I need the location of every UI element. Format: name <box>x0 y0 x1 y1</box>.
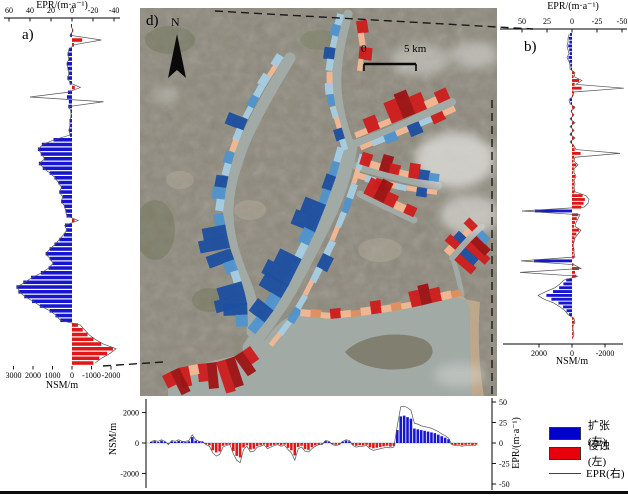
panel-b-chart: 50 25 0 -25 -50 2000 0 -2000 <box>500 17 627 358</box>
svg-text:0: 0 <box>570 349 574 358</box>
legend-item-expansion: 扩张(左) <box>549 420 628 448</box>
svg-text:0: 0 <box>135 439 139 448</box>
map-panel-label: d) <box>146 13 159 29</box>
svg-text:40: 40 <box>26 6 34 15</box>
legend-expansion-label: 扩张(左) <box>587 420 610 448</box>
svg-text:50: 50 <box>499 398 507 407</box>
svg-text:-50: -50 <box>617 17 628 26</box>
svg-text:-40: -40 <box>109 6 120 15</box>
scalebar <box>363 62 417 71</box>
svg-text:2000: 2000 <box>123 409 139 418</box>
panel-b-nsm-label: NSM/m <box>555 356 589 367</box>
panel-a-label: a) <box>22 27 34 43</box>
panel-b-label: b) <box>524 39 537 55</box>
svg-text:-2000: -2000 <box>120 469 139 478</box>
svg-text:60: 60 <box>5 6 13 15</box>
svg-text:-25: -25 <box>499 460 510 469</box>
map-water <box>168 9 485 396</box>
epr-line-swatch <box>549 472 581 474</box>
svg-text:20: 20 <box>47 6 55 15</box>
figure-bottom-rule <box>0 491 628 495</box>
north-label: N <box>171 15 180 29</box>
svg-text:2000: 2000 <box>531 349 547 358</box>
scalebar-start-label: 0 <box>361 43 367 55</box>
leader-dashed-lines <box>102 10 534 396</box>
svg-text:-1000: -1000 <box>82 371 101 380</box>
svg-text:0: 0 <box>570 17 574 26</box>
legend-item-epr: EPR(右) <box>549 463 628 483</box>
bay-water <box>168 296 472 396</box>
legend-epr-label: EPR(右) <box>586 468 625 480</box>
scalebar-end-label: 5 km <box>404 43 427 55</box>
svg-text:2000: 2000 <box>25 371 41 380</box>
svg-text:50: 50 <box>518 17 526 26</box>
svg-text:3000: 3000 <box>6 371 22 380</box>
svg-text:1000: 1000 <box>45 371 61 380</box>
panel-bottom-chart: 2000 0 -2000 50 25 0 -25 -50 <box>120 398 510 490</box>
legend: 扩张(左) 侵蚀(左) EPR(右) <box>549 420 628 483</box>
panel-b-epr-title: EPR/(m·a⁻¹) <box>547 1 599 12</box>
expansion-swatch <box>549 426 581 440</box>
panel-bottom-nsm-label: NSM/m <box>108 422 119 456</box>
legend-item-erosion: 侵蚀(左) <box>549 440 628 468</box>
svg-text:-2000: -2000 <box>102 371 121 380</box>
svg-text:0: 0 <box>70 371 74 380</box>
bay-island <box>345 334 433 370</box>
panel-bottom-epr-label: EPR/(m·a⁻¹) <box>511 417 522 469</box>
north-arrow-icon <box>168 34 186 78</box>
svg-text:25: 25 <box>543 17 551 26</box>
satellite-map <box>140 8 497 396</box>
svg-text:0: 0 <box>70 6 74 15</box>
svg-text:-25: -25 <box>592 17 603 26</box>
panel-a-epr-title: EPR/(m·a⁻¹) <box>36 0 88 11</box>
legend-erosion-label: 侵蚀(左) <box>587 440 610 468</box>
panel-a-nsm-label: NSM/m <box>45 380 79 391</box>
shoreline-change-segments <box>162 13 491 396</box>
svg-text:-20: -20 <box>88 6 99 15</box>
svg-text:-2000: -2000 <box>596 349 615 358</box>
svg-text:-50: -50 <box>499 480 510 489</box>
panel-a-chart: 60 40 20 0 -20 -40 3000 2000 1000 0 -1000 -2000 <box>4 6 120 380</box>
svg-text:25: 25 <box>499 419 507 428</box>
svg-text:0: 0 <box>499 439 503 448</box>
erosion-swatch <box>549 446 581 460</box>
